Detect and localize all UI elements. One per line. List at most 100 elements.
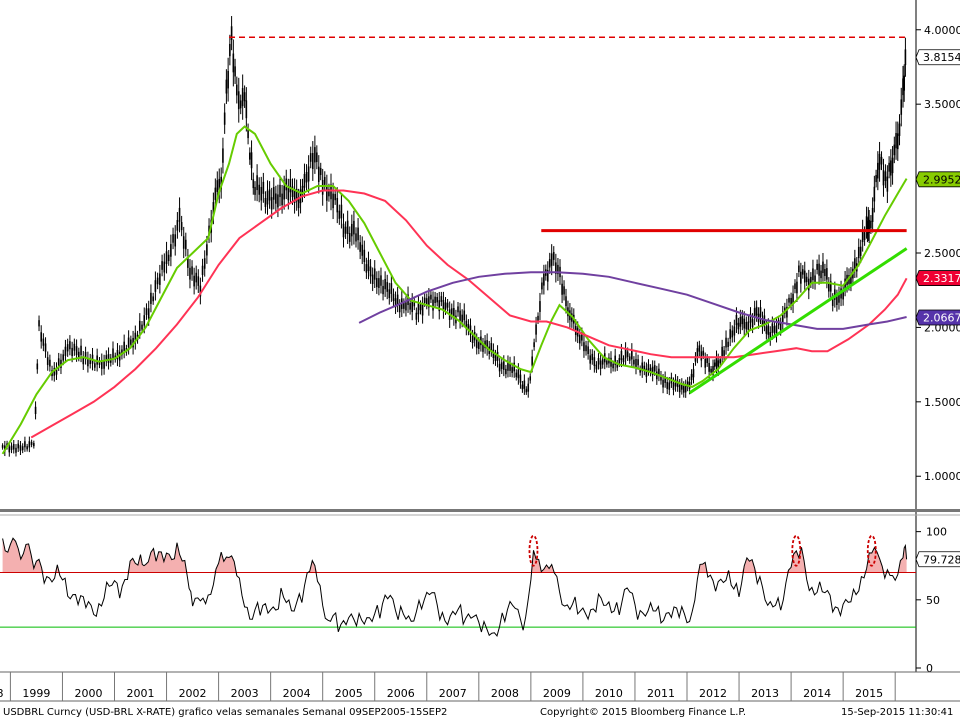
- price-candle-body: [289, 178, 292, 193]
- price-candle-body: [810, 276, 812, 284]
- price-candle-body: [546, 269, 549, 282]
- price-candle-body: [798, 265, 800, 273]
- price-candle-body: [195, 272, 198, 283]
- price-candle-body: [597, 358, 600, 365]
- price-candle-body: [413, 301, 416, 307]
- price-candle-body: [307, 166, 310, 182]
- price-candle-body: [33, 443, 35, 447]
- price-candle-body: [326, 185, 328, 201]
- price-candle-body: [525, 388, 528, 393]
- price-candle-body: [291, 186, 294, 197]
- price-candle-body: [713, 362, 716, 367]
- price-candle-body: [509, 362, 511, 371]
- price-candle-body: [17, 443, 20, 449]
- price-candle-body: [893, 144, 896, 156]
- x-tick-label: 2009: [543, 687, 571, 700]
- price-candle-body: [436, 297, 438, 303]
- price-last-value-tag: [915, 49, 960, 66]
- price-candle-body: [529, 376, 532, 381]
- price-candle-body: [425, 298, 428, 305]
- price-candle-body: [541, 282, 543, 290]
- price-candle-body: [176, 220, 179, 231]
- overbought-fill: [2, 538, 907, 573]
- price-candle-body: [450, 308, 453, 315]
- price-candle-body: [612, 363, 614, 369]
- price-candle-body: [311, 153, 314, 169]
- price-candle-body: [388, 289, 391, 299]
- price-candle-body: [167, 254, 170, 262]
- price-candle-body: [635, 358, 637, 368]
- price-candle-body: [249, 152, 251, 160]
- price-candle-body: [531, 356, 533, 366]
- price-candle-body: [779, 322, 782, 331]
- price-candle-body: [260, 186, 263, 201]
- price-candle-body: [430, 294, 432, 300]
- price-candle-body: [254, 187, 256, 195]
- price-candle-body: [80, 345, 82, 356]
- price-candle-body: [303, 173, 306, 188]
- price-candle-body: [154, 280, 157, 292]
- price-candle-body: [398, 304, 401, 313]
- price-candle-body: [334, 193, 336, 201]
- price-candle-body: [831, 298, 834, 306]
- price-candle-body: [886, 176, 889, 192]
- price-y-tick-label: 2.5000: [924, 247, 960, 260]
- price-candle-body: [62, 354, 64, 361]
- price-candle-body: [807, 278, 810, 291]
- price-last-value-tag: [915, 270, 960, 286]
- price-candle-body: [396, 294, 399, 305]
- price-candle-body: [498, 363, 501, 372]
- price-candle-body: [624, 349, 627, 359]
- price-candle-body: [419, 304, 422, 311]
- price-candle-body: [643, 365, 646, 372]
- price-candle-body: [745, 322, 748, 330]
- price-candle-body: [328, 189, 330, 197]
- price-candle-body: [24, 441, 26, 448]
- osc-y-tick-label: 0: [926, 662, 933, 675]
- price-candle-body: [71, 347, 73, 357]
- price-candle-body: [348, 233, 351, 242]
- price-candle-body: [357, 227, 359, 241]
- support-trendline: [688, 247, 908, 395]
- price-candle-body: [336, 197, 339, 213]
- price-candle-body: [739, 317, 742, 327]
- price-candle-body: [692, 369, 695, 378]
- price-candle-body: [321, 179, 324, 195]
- price-candle-body: [371, 274, 374, 284]
- price-candle-body: [543, 273, 545, 286]
- x-tick-label: 1999: [22, 687, 50, 700]
- price-candle-body: [442, 299, 445, 311]
- price-candle-body: [141, 324, 143, 330]
- price-candle-body: [361, 244, 364, 256]
- price-candle-body: [890, 160, 892, 176]
- price-candle-body: [475, 339, 478, 349]
- price-candle-body: [123, 341, 125, 352]
- price-candle-body: [138, 320, 141, 332]
- price-candle-body: [266, 190, 269, 205]
- price-candle-body: [214, 187, 217, 200]
- price-candle-body: [800, 271, 802, 284]
- price-candle-body: [434, 296, 436, 303]
- price-candle-body: [203, 258, 206, 269]
- price-candle-body: [363, 249, 366, 263]
- price-candle-body: [505, 368, 507, 375]
- x-tick-label: 2010: [595, 687, 623, 700]
- price-candle-body: [664, 376, 666, 383]
- price-candle-body: [591, 353, 594, 361]
- price-candle-body: [317, 166, 320, 183]
- price-candle-body: [277, 194, 279, 208]
- price-candle-body: [394, 298, 397, 308]
- price-candle-body: [706, 357, 708, 364]
- price-candle-body: [715, 357, 718, 367]
- price-candle-body: [197, 276, 200, 286]
- price-candle-body: [637, 359, 639, 366]
- price-candle-body: [563, 286, 565, 295]
- price-candle-body: [225, 79, 228, 94]
- price-candle-body: [34, 406, 37, 414]
- price-panel: 4.00003.50002.50002.00001.50001.00003.81…: [1, 0, 960, 672]
- price-candle-body: [548, 259, 551, 268]
- price-candle-body: [206, 244, 208, 256]
- price-last-value-label: 3.8154: [923, 51, 960, 64]
- price-candle-body: [865, 216, 868, 230]
- price-candle-body: [606, 360, 608, 365]
